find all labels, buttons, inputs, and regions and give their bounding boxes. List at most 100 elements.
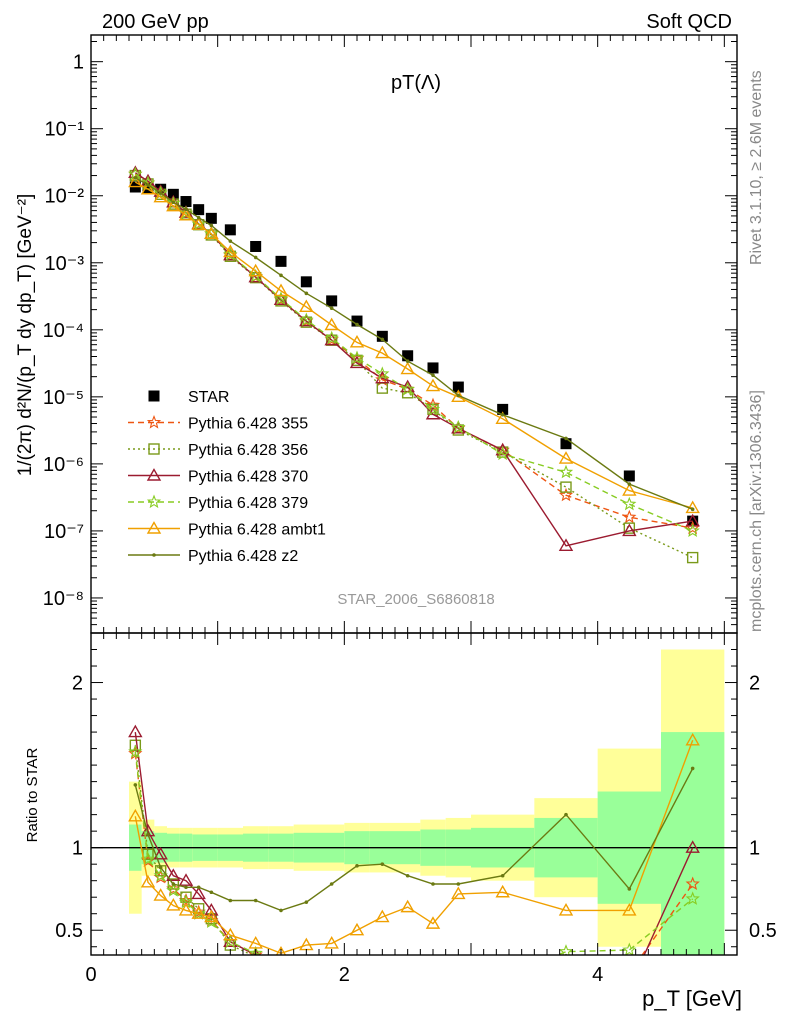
ratio-series-4-point: [178, 903, 194, 916]
ratio-series-4-point: [451, 886, 466, 900]
ratio-series-5-point: [329, 882, 334, 886]
ratio-series-3-point: [248, 945, 263, 955]
main-series-2-point: [686, 551, 699, 564]
ratio-ytick-label-right: 2: [749, 673, 760, 695]
main-series-5-point: [622, 483, 637, 496]
ratio-series-5-point: [184, 885, 188, 890]
main-series-4-point: [273, 291, 289, 305]
main-series-2-point: [249, 271, 262, 284]
main-series-0-point: [623, 470, 635, 482]
main-series-6-point: [158, 191, 163, 195]
header-left: 200 GeV pp: [102, 11, 209, 33]
ratio-ytick-label-right: 1: [749, 838, 760, 860]
ratio-series-3-point: [558, 944, 574, 955]
main-series-5-point: [685, 500, 700, 514]
legend-label: Pythia 6.428 ambt1: [188, 522, 326, 539]
main-series-0-point: [326, 295, 338, 307]
ratio-series-3-line: [134, 751, 694, 955]
main-series-6-point: [304, 291, 309, 296]
main-series-2-point: [560, 481, 572, 493]
ratio-series-5-point: [158, 865, 163, 870]
ratio-series-3-point: [191, 906, 206, 920]
ratio-series-5-point: [253, 898, 258, 903]
ratio-series-5-point: [500, 873, 505, 878]
legend-label: Pythia 6.428 z2: [188, 548, 298, 565]
ratio-ytick-label-left: 1: [72, 838, 83, 860]
main-series-6-point: [279, 273, 283, 278]
mcplots-label: mcplots.cern.ch [arXiv:1306.3436]: [748, 390, 765, 632]
main-series-6-point: [564, 436, 568, 441]
main-ytick-label: 10⁻⁶: [43, 454, 84, 476]
ratio-series-5-point: [627, 887, 632, 891]
ratio-series-5-point: [209, 890, 214, 895]
main-series-5-point: [495, 411, 510, 425]
ratio-series-4-point: [204, 909, 219, 923]
ratio-series-4-point: [558, 903, 574, 916]
main-ytick-label: 1: [73, 52, 84, 74]
main-ytick-label: 10⁻⁸: [43, 588, 84, 610]
main-series-4-point: [558, 464, 574, 479]
ratio-series-5-point: [146, 832, 150, 837]
ratio-series-4-point: [166, 898, 181, 911]
main-series-6-point: [133, 176, 138, 180]
main-series-6-point: [456, 393, 461, 398]
ratio-series-4-point: [400, 899, 415, 913]
ratio-series-2-point: [191, 886, 206, 900]
main-series-0-point: [402, 350, 414, 362]
ratio-series-3-point: [128, 744, 143, 758]
main-series-4-point: [299, 312, 314, 327]
main-series-3-point: [558, 538, 574, 551]
ratio-series-4-point: [324, 936, 339, 949]
main-series-5-point: [375, 345, 390, 359]
main-ytick-label: 10⁻⁵: [43, 387, 84, 409]
main-series-5-point: [153, 189, 168, 203]
main-series-4-point: [451, 419, 466, 434]
ratio-series-2-point: [178, 873, 194, 886]
main-series-3-point: [622, 523, 637, 537]
main-series-5-point: [324, 317, 339, 331]
ratio-ylabel: Ratio to STAR: [24, 747, 41, 842]
main-series-5-point: [140, 181, 156, 195]
legend-label: Pythia 6.428 379: [188, 495, 308, 512]
main-series-4-point: [685, 523, 700, 538]
ratio-series-4-point: [495, 884, 510, 898]
ratio-series-3-point: [622, 942, 637, 955]
main-series-6-point: [209, 223, 214, 228]
main-ytick-label: 10⁻³: [45, 253, 85, 275]
main-series-6-point: [329, 306, 334, 311]
main-series-4-point: [425, 401, 441, 416]
main-series-5-point: [400, 361, 415, 375]
main-series-5-point: [178, 207, 194, 221]
main-series-6-point: [171, 200, 176, 205]
ratio-series-5-point: [304, 900, 309, 904]
legend-label: Pythia 6.428 355: [188, 416, 308, 433]
main-series-6-point: [500, 412, 505, 417]
main-series-5-point: [558, 451, 574, 464]
ratio-series-3-point: [166, 883, 181, 897]
main-series-6-point: [405, 359, 410, 364]
main-series-0-point: [300, 276, 312, 288]
main-series-0-point: [497, 403, 509, 415]
ratio-series-4-point: [685, 732, 700, 746]
axes: 10⁻⁸ 10⁻⁷ 10⁻⁶ 10⁻⁵ 10⁻⁴ 10⁻³ 10⁻² 10⁻¹ 1 0 2 4 0.5 0…: [43, 34, 777, 986]
main-series-2-point: [205, 229, 218, 241]
ratio-series-3-point: [685, 891, 700, 905]
main-series-0-point: [205, 212, 217, 224]
ratio-series-3-point: [204, 914, 219, 929]
main-series-5-point: [191, 217, 206, 230]
ratio-series-5-point: [431, 882, 435, 886]
main-series-5-point: [204, 226, 219, 240]
ratio-series-4-point: [349, 922, 365, 936]
main-series-5-point: [273, 283, 289, 297]
ratio-series-4-point: [375, 909, 390, 923]
ratio-xtick-label: 4: [592, 964, 603, 986]
watermark: STAR_2006_S6860818: [337, 591, 494, 608]
ratio-series-4-point: [425, 916, 441, 929]
main-series-6-point: [146, 183, 150, 187]
main-series-4-point: [400, 381, 415, 396]
main-series-6-point: [355, 322, 359, 327]
ratio-ytick-label-left: 0.5: [55, 920, 83, 942]
ratio-series-4-point: [275, 945, 287, 955]
main-series-0-point: [427, 362, 439, 374]
